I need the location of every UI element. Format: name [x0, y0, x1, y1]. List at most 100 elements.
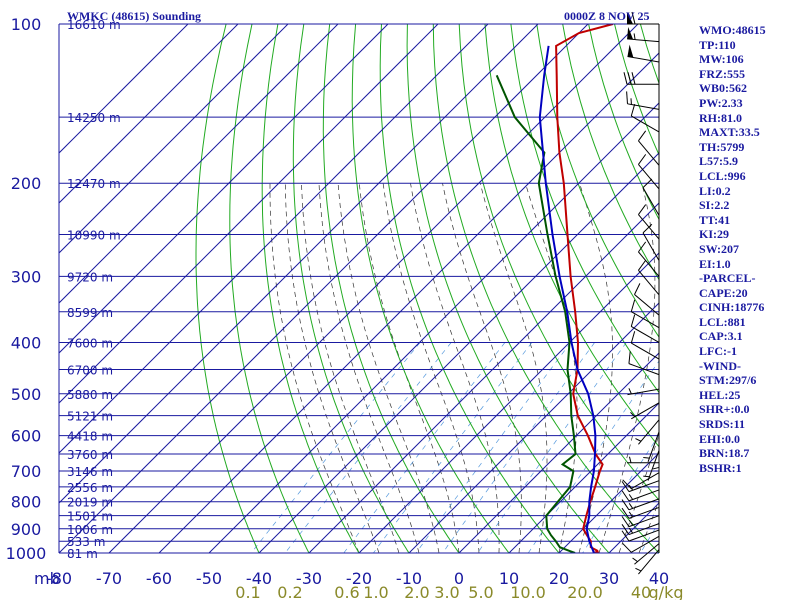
isotherm-line [508, 402, 659, 553]
index-item: LCL:996 [699, 168, 746, 183]
wind-barb-half-feather [628, 527, 634, 534]
temperature-tick-label: -70 [96, 569, 122, 588]
wind-barb [623, 72, 659, 85]
wind-barb [630, 402, 660, 420]
wind-barb-half-feather [628, 388, 632, 395]
dewpoint-profile [495, 74, 577, 553]
wind-barb-half-feather [628, 511, 634, 518]
isotherm-line [59, 24, 189, 154]
height-label: 3146 m [67, 465, 113, 479]
wind-barb-feather [622, 543, 632, 553]
wind-barb [642, 178, 660, 216]
wind-barb [638, 130, 660, 166]
index-item: KI:29 [699, 227, 729, 242]
wind-barb [627, 26, 660, 43]
wind-barb-feather [626, 91, 628, 104]
mixing-ratio-label: 10.0 [510, 583, 546, 600]
wind-barb-shaft [631, 311, 660, 329]
wind-barb-shaft [631, 326, 660, 343]
wind-barb-shaft [634, 294, 660, 316]
index-item: BSHR:1 [699, 460, 742, 475]
height-label: 16610 m [67, 18, 121, 32]
height-label: 2019 m [67, 496, 113, 510]
pressure-tick-label: 700 [11, 462, 42, 481]
wind-barb-feather [631, 72, 636, 85]
wind-barb [630, 314, 660, 343]
index-item: SRDS:11 [699, 417, 746, 432]
isotherm-line [308, 202, 659, 553]
index-item: LFC:-1 [699, 344, 737, 359]
mixing-ratio-label: 3.0 [434, 583, 459, 600]
pressure-tick-label: 100 [11, 15, 42, 34]
pressure-tick-label: 900 [11, 520, 42, 539]
index-item: SW:207 [699, 241, 740, 256]
wind-barb-feather [631, 11, 636, 25]
isotherm-line [59, 24, 339, 304]
wind-barb-half-feather [630, 411, 636, 418]
wind-barb-feather [642, 223, 653, 234]
height-label: 6700 m [67, 364, 113, 378]
height-labels: 16610 m 14250 m 12470 m 10990 m 9720 m 8599 m… [67, 18, 121, 561]
wind-barb [638, 259, 660, 296]
wind-barb-half-feather [635, 567, 642, 572]
wind-barb-feather [621, 524, 630, 535]
wind-barb [621, 523, 660, 536]
isotherm-line [108, 24, 639, 553]
isotherm-line [59, 24, 239, 204]
wind-barb-feather [621, 507, 630, 519]
temperature-tick-label: -50 [196, 569, 222, 588]
pressure-tick-label: 800 [11, 493, 42, 512]
isotherm-line [59, 24, 389, 354]
wind-barb [630, 103, 660, 133]
mixing-ratio-label: 5.0 [468, 583, 493, 600]
wind-barb-shaft [628, 523, 660, 536]
wind-barb-feather [630, 299, 636, 312]
wind-barb-pennant [627, 12, 633, 24]
index-item: L57:5.9 [699, 154, 738, 169]
index-item: TH:5799 [699, 139, 745, 154]
wind-barb-shaft [631, 115, 660, 133]
index-item: MW:106 [699, 52, 744, 67]
pressure-tick-label: 200 [11, 174, 42, 193]
pressure-tick-label: 400 [11, 333, 42, 352]
wind-barb [627, 11, 659, 25]
mixing-ratio-label: 0.1 [235, 583, 260, 600]
wind-barb-half-feather [632, 557, 638, 563]
height-label: 8599 m [67, 306, 113, 320]
height-label: 10990 m [67, 229, 121, 243]
wind-barb-feather [621, 530, 630, 542]
height-label: 4418 m [67, 430, 113, 444]
wind-barb-shaft [642, 232, 660, 261]
wind-barb-feather [638, 204, 647, 215]
wind-barb-feather [621, 499, 630, 511]
temperature-tick-label: 10 [499, 569, 519, 588]
wind-barb [630, 299, 660, 329]
wind-barb-feather [621, 481, 630, 492]
wind-barb [621, 498, 660, 511]
wind-barb-feather [642, 178, 653, 189]
height-label: 2556 m [67, 481, 113, 495]
wind-barb-shaft [631, 402, 660, 420]
wind-barb-shaft [647, 431, 660, 463]
index-item: TT:41 [699, 212, 731, 227]
isotherm-line [59, 24, 289, 254]
wind-barb-half-feather [635, 438, 642, 442]
wind-barb [630, 331, 660, 360]
wind-barb-shaft [628, 489, 660, 502]
wind-barb-feather [630, 331, 636, 344]
wind-barb-shaft [627, 103, 660, 110]
isotherm-line [558, 452, 659, 553]
wind-barb [642, 223, 660, 261]
wind-barb [632, 543, 660, 565]
wind-barb-feather [628, 351, 631, 364]
wind-barb-shaft [628, 529, 660, 542]
parcel-profile [538, 45, 597, 553]
wind-barb [635, 419, 660, 445]
wind-barb-half-feather [628, 494, 634, 500]
wind-barb-shaft [638, 269, 660, 296]
temperature-tick-label: -40 [246, 569, 272, 588]
isotherms [59, 24, 659, 553]
wind-barb-shaft [628, 480, 660, 493]
height-label: 3760 m [67, 448, 113, 462]
